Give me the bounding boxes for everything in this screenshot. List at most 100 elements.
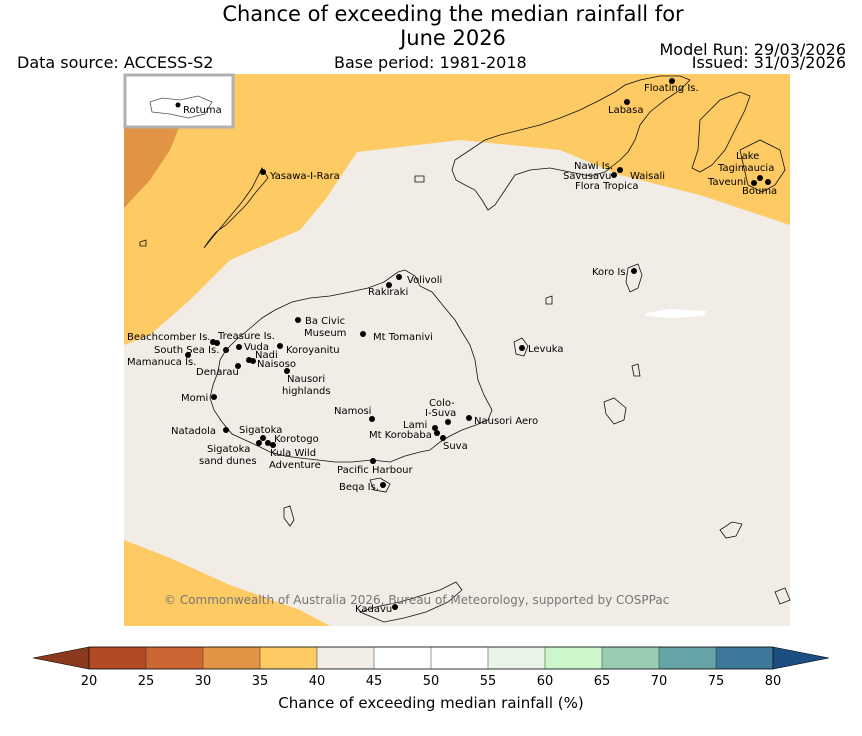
place-label: Mt Tomanivi (373, 332, 433, 343)
marker-kula-wild-adventure (270, 442, 276, 448)
marker-momi (211, 394, 217, 400)
place-label: Nadi (255, 350, 278, 361)
place-label: Momi (181, 393, 208, 404)
marker-koroyanitu (277, 343, 283, 349)
marker-vuda (236, 344, 242, 350)
colorbar-tick-label: 30 (195, 674, 212, 689)
place-label: Naisoso (257, 359, 296, 370)
place-label: sand dunes (199, 456, 257, 467)
marker-naisoso (250, 358, 256, 364)
marker-pacific-harbour (370, 458, 376, 464)
place-label: Sigatoka (207, 444, 250, 455)
yellow-zone-southwest (124, 540, 330, 626)
place-label: Bouma (742, 186, 777, 197)
colorbar-tick-label: 25 (138, 674, 155, 689)
place-label: Adventure (269, 460, 321, 471)
place-label: Koroyanitu (286, 345, 340, 356)
place-label: Koro Is. (592, 267, 629, 278)
colorbar-title: Chance of exceeding median rainfall (%) (278, 694, 583, 712)
marker-beqa-is (380, 482, 386, 488)
rainfall-map (124, 74, 790, 626)
colorbar-tick-label: 60 (537, 674, 554, 689)
colorbar-bin (146, 647, 204, 669)
rotuma-inset: Rotuma (123, 73, 235, 129)
place-label: Beachcomber Is. (127, 332, 210, 343)
yellow-zone-north (124, 74, 790, 345)
colorbar-tick-label: 55 (480, 674, 497, 689)
marker-denarau (235, 363, 241, 369)
place-markers (185, 78, 771, 610)
colorbar-bin (545, 647, 603, 669)
place-label: Rakiraki (368, 287, 408, 298)
white-zone-patch (646, 309, 706, 318)
islet-1 (414, 175, 425, 183)
colorbar-tick-label: 80 (765, 674, 782, 689)
place-label: Kula Wild (270, 448, 316, 459)
marker-volivoli (396, 274, 402, 280)
place-label: Korotogo (274, 434, 319, 445)
colorbar-bin (488, 647, 546, 669)
map-title: Chance of exceeding the median rainfall … (0, 2, 862, 50)
title-line-2: June 2026 (400, 26, 506, 50)
place-label: Nawi Is. (574, 161, 613, 172)
colorbar-extend-low (32, 646, 90, 670)
marker-rakiraki (386, 282, 392, 288)
marker-labasa (624, 99, 630, 105)
islet-3 (603, 397, 627, 425)
marker-lake-tagimaucia (757, 175, 763, 181)
islet-6 (631, 363, 641, 377)
place-label: Yasawa-I-Rara (269, 171, 340, 182)
islet-2 (545, 295, 553, 305)
title-line-1: Chance of exceeding the median rainfall … (222, 2, 684, 26)
colorbar-bin (659, 647, 717, 669)
colorbar-bin (260, 647, 318, 669)
place-label: Natadola (171, 426, 216, 437)
place-label: Waisali (630, 171, 665, 182)
marker-floating-is (669, 78, 675, 84)
place-label: Levuka (528, 344, 564, 355)
colorbar-ticks: 20 25 30 35 40 45 50 55 60 65 70 75 80 (81, 647, 782, 689)
islet-4 (719, 521, 743, 539)
rotuma-marker (175, 102, 181, 108)
marker-nausori-highlands (284, 368, 290, 374)
coastlines (139, 75, 791, 623)
colorbar-tick-label: 45 (366, 674, 383, 689)
place-label: Denarau (196, 367, 239, 378)
place-label: Flora Tropica (575, 181, 638, 192)
taveuni-coast (691, 91, 751, 173)
colorbar-tick-label: 75 (708, 674, 725, 689)
place-label: Suva (443, 441, 468, 452)
colorbar-bin (317, 647, 375, 669)
marker-mamanuca-is (185, 352, 191, 358)
place-label: Taveuni (707, 177, 746, 188)
marker-nawi-is (617, 167, 623, 173)
colorbar-bins (89, 647, 774, 669)
marker-levuka (519, 345, 525, 351)
marker-ba-civic-museum (295, 317, 301, 323)
place-label: Lake (736, 151, 759, 162)
colorbar-tick-label: 65 (594, 674, 611, 689)
place-label: Kadavu (355, 604, 392, 615)
colorbar-bin (716, 647, 774, 669)
place-label: Namosi (334, 406, 371, 417)
marker-sigatoka-sand-dunes (256, 440, 262, 446)
place-label: Beqa Is. (339, 482, 379, 493)
marker-koro-is (631, 268, 637, 274)
marker-taveuni (751, 180, 757, 186)
colorbar-tick-label: 35 (252, 674, 269, 689)
issued-label: Issued: 31/03/2026 (691, 53, 846, 72)
marker-natadola (223, 427, 229, 433)
place-labels: Floating Is. Labasa Yasawa-I-Rara Nawi I… (127, 83, 777, 615)
colorbar-bin (374, 647, 432, 669)
colorbar-bin (431, 647, 489, 669)
place-label: Mamanuca Is. (127, 357, 196, 368)
islet-8 (139, 239, 147, 247)
data-source-label: Data source: ACCESS-S2 (17, 53, 214, 72)
marker-suva (440, 435, 446, 441)
rotuma-label: Rotuma (183, 105, 222, 116)
ovalau-coast (513, 337, 529, 357)
marker-korotogo (265, 440, 271, 446)
place-label: Tagimaucia (717, 163, 774, 174)
place-label: Savusavu (563, 171, 611, 182)
place-label: Vuda (244, 342, 269, 353)
